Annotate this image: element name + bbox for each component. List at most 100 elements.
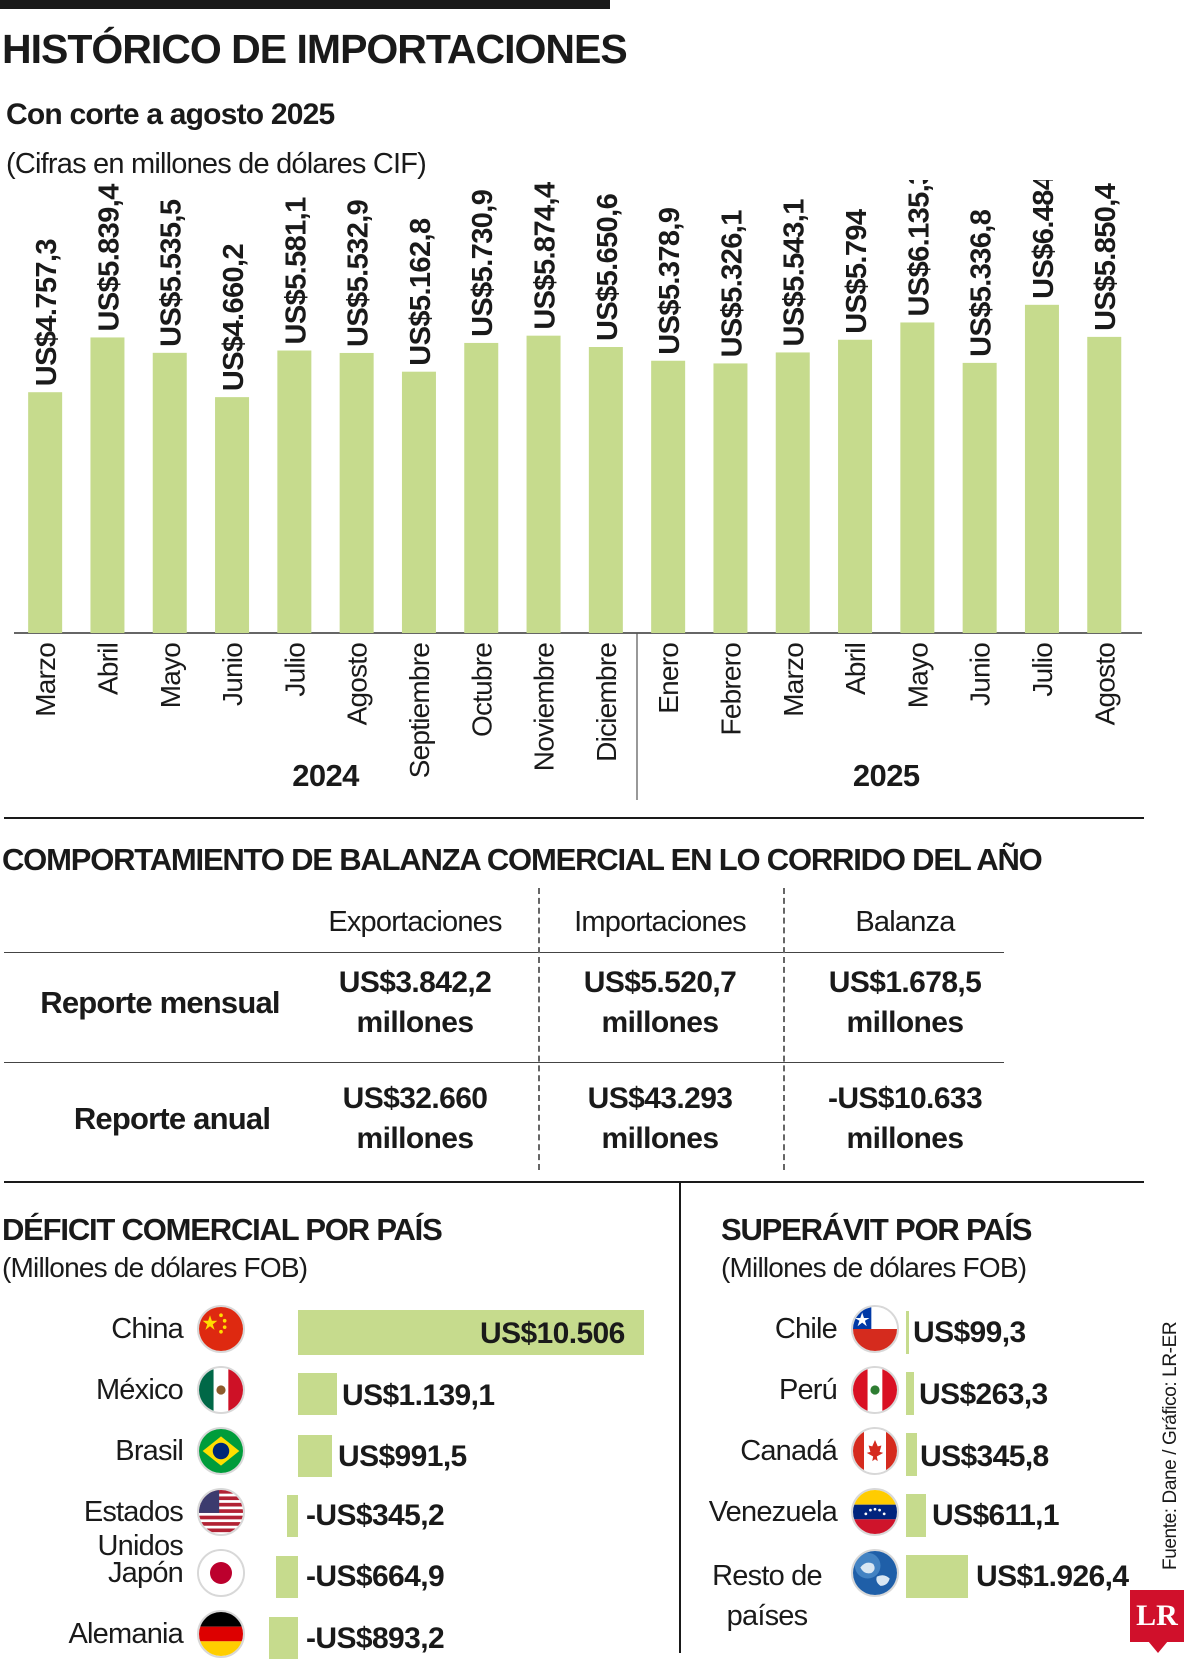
deficit-value-alemania: -US$893,2	[306, 1622, 445, 1655]
bar	[215, 397, 250, 633]
cell-annual-imports: US$43.293 millones	[540, 1079, 780, 1159]
page-subtitle: Con corte a agosto 2025	[6, 98, 335, 131]
table-rule	[4, 1062, 1004, 1063]
country-label-chile: Chile	[774, 1313, 838, 1345]
deficit-units: (Millones de dólares FOB)	[2, 1252, 308, 1283]
bar	[152, 352, 187, 633]
cell-annual-exports: US$32.660 millones	[295, 1079, 535, 1159]
japan-flag-icon	[197, 1549, 245, 1597]
month-tick-label: Febrero	[715, 643, 746, 736]
surplus-value-canada: US$345,8	[920, 1440, 1049, 1473]
month-tick-label: Marzo	[778, 643, 809, 717]
surplus-bar-venezuela	[906, 1494, 926, 1537]
deficit-section-title: DÉFICIT COMERCIAL POR PAÍS	[2, 1212, 443, 1247]
venezuela-flag-icon	[851, 1488, 899, 1536]
cell-value: US$32.660	[342, 1082, 488, 1115]
surplus-value-peru: US$263,3	[919, 1378, 1048, 1411]
row-label-monthly: Reporte mensual	[40, 985, 280, 1020]
deficit-bar-china	[298, 1310, 644, 1355]
month-tick-label: Mayo	[902, 643, 933, 708]
cell-monthly-balance: US$1.678,5 millones	[785, 963, 1025, 1043]
surplus-value-venezuela: US$611,1	[932, 1499, 1060, 1532]
bar	[277, 350, 312, 633]
bar	[339, 352, 374, 633]
lr-logo-tail	[1148, 1641, 1168, 1653]
bar-value-label: US$5.532,9	[343, 199, 375, 347]
cell-unit: millones	[356, 1122, 475, 1155]
deficit-value-mexico: US$1.139,1	[342, 1379, 495, 1412]
country-label-venezuela: Venezuela	[708, 1496, 838, 1528]
germany-flag-icon	[197, 1610, 245, 1658]
bar-value-label: US$5.730,9	[467, 189, 499, 337]
surplus-units: (Millones de dólares FOB)	[721, 1252, 1027, 1283]
bar	[401, 371, 436, 633]
table-column-divider	[783, 888, 785, 1170]
surplus-value-chile: US$99,3	[913, 1316, 1026, 1349]
month-tick-label: Julio	[279, 643, 310, 697]
deficit-value-japon: -US$664,9	[306, 1560, 445, 1593]
deficit-bar-alemania	[269, 1617, 298, 1659]
cell-value: US$43.293	[587, 1082, 733, 1115]
bar	[90, 337, 125, 633]
bar-value-label: US$6.484	[1028, 180, 1060, 299]
month-tick-label: Marzo	[30, 643, 61, 717]
cell-value: US$3.842,2	[338, 966, 492, 999]
surplus-bar-canada	[906, 1433, 917, 1476]
deficit-value-china: US$10.506	[480, 1317, 625, 1350]
deficit-value-brasil: US$991,5	[338, 1440, 467, 1473]
canada-flag-icon	[851, 1427, 899, 1475]
deficit-bar-brasil	[298, 1435, 332, 1477]
surplus-bar-chile	[906, 1311, 909, 1354]
bar-value-label: US$5.543,1	[779, 199, 811, 347]
peru-flag-icon	[851, 1366, 899, 1414]
globe-icon	[851, 1549, 899, 1597]
cell-unit: millones	[846, 1006, 965, 1039]
deficit-bar-estados-unidos	[287, 1495, 298, 1537]
chile-flag-icon	[851, 1305, 899, 1353]
usa-flag-icon	[197, 1488, 245, 1536]
year-group-label: 2025	[853, 758, 920, 793]
col-header-balance: Balanza	[855, 906, 955, 938]
cell-value: US$5.520,7	[583, 966, 737, 999]
bar	[1087, 336, 1122, 633]
month-tick-label: Octubre	[466, 643, 497, 737]
cell-unit: millones	[601, 1006, 720, 1039]
cell-value: -US$10.633	[827, 1082, 983, 1115]
column-divider	[679, 1183, 681, 1653]
surplus-bar-resto	[906, 1555, 968, 1598]
country-label-japon: Japón	[107, 1557, 184, 1589]
month-tick-label: Abril	[92, 643, 123, 695]
surplus-bar-peru	[906, 1372, 914, 1415]
source-note: Fuente: Dane / Gráfico: LR-ER	[1160, 1321, 1181, 1570]
bar	[28, 392, 63, 633]
bar	[651, 360, 686, 633]
cell-unit: millones	[601, 1122, 720, 1155]
country-label-china: China	[111, 1313, 184, 1345]
year-group-label: 2024	[292, 758, 360, 793]
table-column-divider	[538, 888, 540, 1170]
surplus-section-title: SUPERÁVIT POR PAÍS	[721, 1212, 1032, 1247]
country-label-mexico: México	[95, 1374, 184, 1406]
country-label-estados-unidos: Estados Unidos	[83, 1496, 184, 1562]
col-header-imports: Importaciones	[574, 906, 747, 938]
bar	[1024, 304, 1059, 633]
bar-value-label: US$4.660,2	[218, 244, 250, 391]
bar	[900, 322, 935, 633]
table-rule	[4, 952, 1004, 953]
bar-value-label: US$6.135,3	[903, 180, 935, 316]
month-tick-label: Enero	[653, 643, 684, 714]
deficit-bar-japon	[276, 1556, 298, 1598]
bar-value-label: US$5.162,8	[405, 218, 437, 366]
balance-section-title: COMPORTAMIENTO DE BALANZA COMERCIAL EN L…	[2, 842, 1043, 877]
month-tick-label: Diciembre	[591, 643, 622, 762]
month-tick-label: Mayo	[155, 643, 186, 708]
lr-logo: LR	[1130, 1590, 1184, 1642]
bar-value-label: US$5.326,1	[716, 210, 748, 358]
country-label-alemania: Alemania	[68, 1618, 184, 1650]
page-title: HISTÓRICO DE IMPORTACIONES	[2, 26, 628, 72]
deficit-value-estados-unidos: -US$345,2	[306, 1499, 445, 1532]
cell-value: US$1.678,5	[828, 966, 982, 999]
units-note: (Cifras en millones de dólares CIF)	[6, 148, 427, 180]
bar	[464, 342, 499, 633]
bar	[838, 339, 873, 633]
